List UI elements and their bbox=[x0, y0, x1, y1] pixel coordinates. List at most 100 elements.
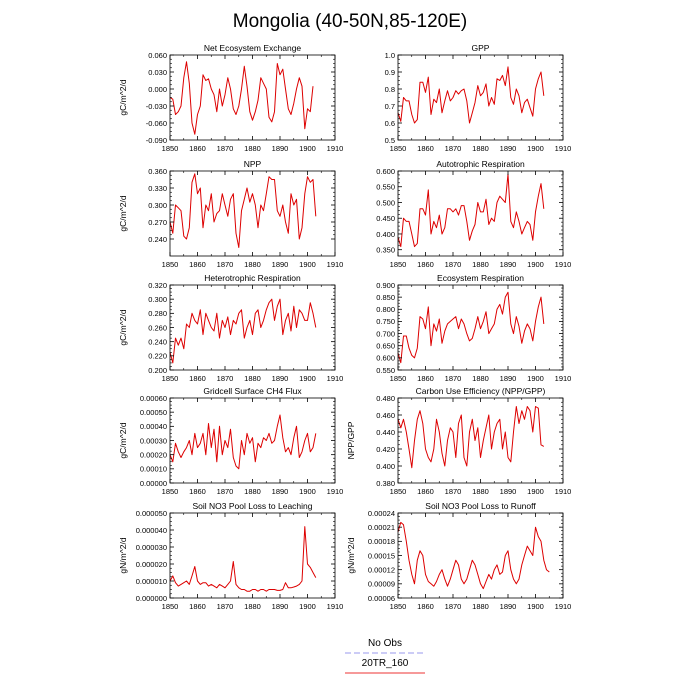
y-tick-label: 0.220 bbox=[148, 352, 167, 361]
y-tick-label: 0.300 bbox=[148, 295, 167, 304]
x-tick-label: 1880 bbox=[244, 260, 261, 269]
x-tick-label: 1900 bbox=[299, 487, 316, 496]
y-tick-label: 0.450 bbox=[376, 214, 395, 223]
x-tick-label: 1890 bbox=[500, 602, 517, 611]
y-tick-label: 0.6 bbox=[385, 119, 395, 128]
x-tick-label: 1890 bbox=[272, 487, 289, 496]
series-line-20tr-160 bbox=[397, 406, 545, 469]
y-tick-label: 0.000000 bbox=[136, 594, 167, 603]
x-tick-label: 1870 bbox=[445, 374, 462, 383]
y-tick-label: 0.7 bbox=[385, 102, 395, 111]
plot-frame bbox=[397, 54, 564, 141]
y-tick-label: -0.060 bbox=[146, 119, 167, 128]
y-axis-label: gC/m^2/d bbox=[118, 309, 128, 345]
y-tick-label: 0.280 bbox=[148, 309, 167, 318]
x-tick-label: 1890 bbox=[500, 144, 517, 153]
y-axis-label: gC/m^2/d bbox=[118, 422, 128, 458]
series-line-20tr-160 bbox=[397, 521, 550, 590]
series-line-20tr-160 bbox=[169, 414, 317, 470]
y-tick-label: 0.850 bbox=[376, 293, 395, 302]
x-tick-label: 1900 bbox=[527, 487, 544, 496]
panel-title: Heterotrophic Respiration bbox=[204, 273, 301, 283]
x-tick-label: 1910 bbox=[555, 260, 572, 269]
x-tick-label: 1860 bbox=[417, 602, 434, 611]
plot-frame bbox=[169, 170, 336, 257]
x-tick-label: 1850 bbox=[162, 602, 179, 611]
x-tick-label: 1870 bbox=[217, 260, 234, 269]
legend-label-no-obs: No Obs bbox=[368, 638, 402, 649]
x-tick-label: 1910 bbox=[327, 602, 344, 611]
y-tick-label: 0.420 bbox=[376, 445, 395, 454]
y-tick-label: 0.8 bbox=[385, 85, 395, 94]
y-tick-label: 0.00040 bbox=[140, 422, 167, 431]
y-tick-label: 0.750 bbox=[376, 317, 395, 326]
x-tick-label: 1910 bbox=[555, 374, 572, 383]
y-tick-label: 0.550 bbox=[376, 366, 395, 375]
panel-carbon-use-efficiency-npp-gpp: Carbon Use Efficiency (NPP/GPP) NPP/GPP 18… bbox=[346, 386, 571, 496]
panel-gridcell-surface-ch4-flux: Gridcell Surface CH4 Flux gC/m^2/d 1850 186… bbox=[118, 386, 343, 496]
x-tick-label: 1860 bbox=[189, 374, 206, 383]
x-tick-label: 1860 bbox=[417, 260, 434, 269]
y-tick-label: 0.270 bbox=[148, 218, 167, 227]
x-tick-label: 1900 bbox=[299, 144, 316, 153]
x-tick-label: 1910 bbox=[327, 144, 344, 153]
x-tick-label: 1860 bbox=[417, 487, 434, 496]
panel-title: Ecosystem Respiration bbox=[437, 273, 524, 283]
x-tick-label: 1880 bbox=[472, 374, 489, 383]
x-tick-label: 1850 bbox=[390, 144, 407, 153]
y-tick-label: 0.000040 bbox=[136, 526, 167, 535]
series-line-20tr-160 bbox=[169, 173, 317, 248]
y-tick-label: 0.00009 bbox=[368, 580, 395, 589]
x-tick-label: 1870 bbox=[445, 144, 462, 153]
x-tick-label: 1890 bbox=[500, 374, 517, 383]
y-tick-label: 0.060 bbox=[148, 51, 167, 60]
x-tick-label: 1900 bbox=[299, 374, 316, 383]
y-tick-label: 0.00010 bbox=[140, 465, 167, 474]
y-tick-label: 0.00030 bbox=[140, 436, 167, 445]
y-tick-label: 0.00006 bbox=[368, 594, 395, 603]
series-line-20tr-160 bbox=[169, 61, 314, 135]
y-tick-label: 0.480 bbox=[376, 394, 395, 403]
x-tick-label: 1900 bbox=[527, 374, 544, 383]
panel-title: Gridcell Surface CH4 Flux bbox=[203, 386, 302, 396]
y-tick-label: 0.330 bbox=[148, 184, 167, 193]
x-tick-label: 1870 bbox=[445, 487, 462, 496]
x-tick-label: 1910 bbox=[555, 487, 572, 496]
x-tick-label: 1890 bbox=[272, 144, 289, 153]
x-tick-label: 1890 bbox=[500, 260, 517, 269]
panel-heterotrophic-respiration: Heterotrophic Respiration gC/m^2/d 1850 186… bbox=[118, 273, 343, 383]
y-tick-label: 0.00050 bbox=[140, 408, 167, 417]
x-tick-label: 1860 bbox=[189, 602, 206, 611]
y-tick-label: 0.240 bbox=[148, 337, 167, 346]
y-tick-label: 0.700 bbox=[376, 329, 395, 338]
x-tick-label: 1850 bbox=[390, 374, 407, 383]
x-tick-label: 1880 bbox=[472, 487, 489, 496]
y-tick-label: 0.00024 bbox=[368, 509, 395, 518]
y-tick-label: 0.300 bbox=[148, 201, 167, 210]
plot-frame bbox=[169, 512, 336, 599]
x-tick-label: 1910 bbox=[327, 374, 344, 383]
x-tick-label: 1890 bbox=[272, 374, 289, 383]
y-tick-label: 0.000030 bbox=[136, 543, 167, 552]
plot-frame bbox=[169, 54, 336, 141]
y-tick-label: 0.260 bbox=[148, 323, 167, 332]
panel-title: Soil NO3 Pool Loss to Runoff bbox=[425, 501, 536, 511]
y-tick-label: 0.00000 bbox=[140, 479, 167, 488]
x-tick-label: 1870 bbox=[445, 260, 462, 269]
panel-soil-no3-pool-loss-to-leaching: Soil NO3 Pool Loss to Leaching gN/m^2/d 18… bbox=[118, 501, 343, 611]
series-line-20tr-160 bbox=[397, 66, 545, 124]
x-tick-label: 1890 bbox=[500, 487, 517, 496]
x-tick-label: 1910 bbox=[555, 144, 572, 153]
y-axis-label: gN/m^2/d bbox=[346, 537, 356, 573]
y-tick-label: 0.350 bbox=[376, 246, 395, 255]
y-tick-label: 0.650 bbox=[376, 342, 395, 351]
legend-label-20tr-160: 20TR_160 bbox=[362, 658, 409, 669]
x-tick-label: 1900 bbox=[299, 602, 316, 611]
x-tick-label: 1850 bbox=[390, 602, 407, 611]
panel-autotrophic-respiration: Autotrophic Respiration 1850 1860 1870 1880 1… bbox=[376, 159, 571, 269]
x-tick-label: 1860 bbox=[417, 374, 434, 383]
y-tick-label: 0.00021 bbox=[368, 523, 395, 532]
x-tick-label: 1860 bbox=[189, 144, 206, 153]
y-tick-label: 0.000 bbox=[148, 85, 167, 94]
y-tick-label: 0.00018 bbox=[368, 537, 395, 546]
